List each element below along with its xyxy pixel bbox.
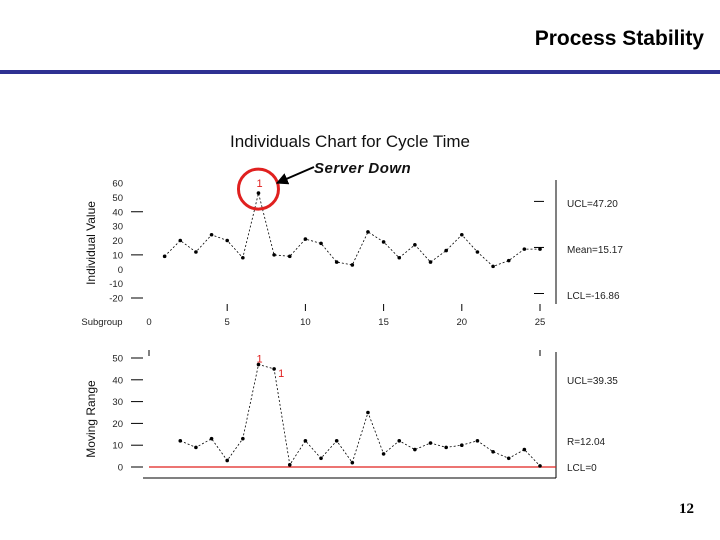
m-data-point	[397, 439, 402, 443]
i-data-point	[272, 253, 276, 257]
slide-title: Process Stability	[534, 27, 704, 50]
m-data-point	[194, 445, 198, 450]
i-data-point	[381, 240, 386, 244]
m-data-point	[303, 439, 308, 443]
m-ytick-label: 50	[112, 354, 123, 365]
m-data-point	[381, 452, 386, 456]
i-data-point	[491, 264, 495, 269]
i-highlight-circle	[236, 167, 280, 211]
i-xtick-label: 10	[300, 317, 311, 328]
i-xtick-label: 25	[535, 317, 546, 328]
i-data-point	[397, 255, 402, 260]
i-data-point	[334, 260, 339, 264]
m-lcl-label: LCL=0	[567, 463, 597, 474]
m-data-point	[209, 436, 214, 441]
i-ytick-label: 20	[112, 236, 123, 247]
m-data-point	[460, 443, 464, 448]
i-xtick-label: 20	[457, 317, 468, 328]
title-divider	[0, 70, 720, 74]
i-ytick-label: 60	[112, 179, 123, 190]
i-data-point	[178, 238, 183, 243]
i-data-point	[444, 248, 448, 253]
m-data-point	[287, 463, 292, 467]
m-series-line	[180, 363, 541, 467]
i-data-point	[413, 243, 417, 247]
i-mean-label: Mean=15.17	[567, 245, 623, 256]
i-ytick-label: 10	[112, 250, 123, 261]
m-data-point	[225, 458, 229, 463]
m-ylabel: Moving Range	[84, 380, 98, 458]
i-ytick-label: 0	[118, 265, 123, 276]
i-ytick-label: 40	[112, 207, 123, 218]
m-data-point	[366, 410, 370, 415]
i-ooc-label: 1	[256, 178, 262, 190]
i-data-point	[287, 254, 292, 259]
m-ytick-label: 40	[112, 375, 123, 386]
m-data-point	[319, 456, 323, 461]
m-data-point	[538, 464, 542, 468]
m-data-point	[334, 439, 339, 443]
i-ytick-label: 30	[112, 222, 123, 233]
i-ylabel: Individual Value	[84, 201, 98, 285]
m-data-point	[506, 456, 511, 461]
i-data-point	[241, 255, 245, 260]
i-data-point	[209, 232, 214, 237]
m-data-point	[522, 447, 527, 452]
i-ucl-label: UCL=47.20	[567, 199, 618, 210]
i-data-point	[256, 191, 261, 195]
m-ucl-label: UCL=39.35	[567, 376, 618, 387]
i-ytick-label: -10	[109, 279, 123, 290]
i-lcl-label: LCL=-16.86	[567, 291, 620, 302]
i-data-point	[475, 250, 480, 254]
i-data-point	[538, 247, 542, 251]
i-data-point	[428, 260, 433, 264]
m-ooc-label: 1	[256, 354, 262, 366]
i-ytick-label: -20	[109, 294, 123, 305]
m-data-point	[428, 441, 433, 445]
i-data-point	[194, 250, 198, 254]
i-xlabel: Subgroup	[81, 317, 122, 328]
m-mean-label: R=12.04	[567, 437, 606, 448]
m-data-point	[475, 439, 480, 443]
m-ytick-label: 30	[112, 397, 123, 408]
i-xtick-label: 0	[146, 317, 151, 328]
i-ytick-label: 50	[112, 193, 123, 204]
m-data-point	[272, 367, 276, 371]
i-series-line	[164, 193, 540, 267]
i-data-point	[319, 241, 323, 246]
i-data-point	[350, 263, 355, 267]
page-number: 12	[679, 501, 694, 517]
m-data-point	[444, 445, 448, 450]
m-data-point	[178, 439, 183, 443]
m-ooc-label: 1	[278, 368, 284, 380]
annotation-arrow	[275, 166, 315, 185]
m-ytick-label: 0	[118, 463, 123, 474]
m-data-point	[256, 362, 261, 367]
i-data-point	[460, 232, 464, 237]
i-data-point	[522, 247, 527, 251]
m-data-point	[350, 460, 355, 465]
m-data-point	[413, 447, 417, 452]
i-data-point	[225, 238, 229, 243]
i-data-point	[506, 258, 511, 263]
i-xtick-label: 5	[225, 317, 230, 328]
i-data-point	[303, 237, 308, 241]
m-ytick-label: 20	[112, 419, 123, 430]
i-xtick-label: 15	[378, 317, 389, 328]
i-data-point	[162, 254, 167, 259]
i-data-point	[366, 230, 370, 234]
m-ytick-label: 10	[112, 441, 123, 452]
m-data-point	[491, 449, 495, 454]
annotation-text: Server Down	[314, 160, 411, 177]
chart-title: Individuals Chart for Cycle Time	[230, 132, 470, 151]
m-data-point	[241, 436, 245, 441]
